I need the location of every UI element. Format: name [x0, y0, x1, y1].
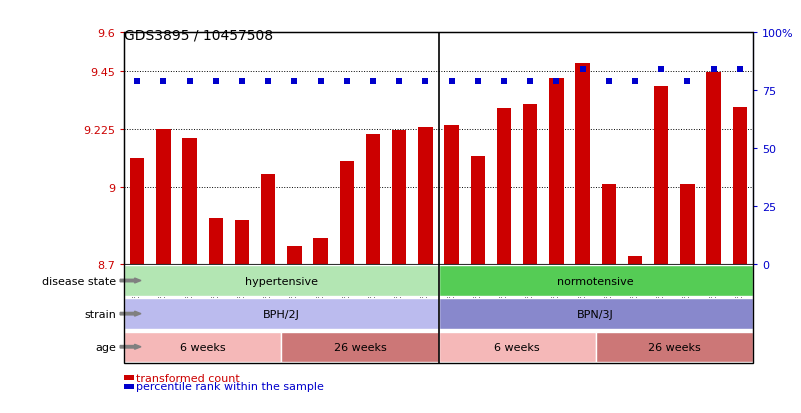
Point	[472, 78, 485, 85]
Text: 6 weeks: 6 weeks	[494, 342, 540, 352]
Point	[157, 78, 170, 85]
Point	[419, 78, 432, 85]
Point	[629, 78, 642, 85]
Text: disease state: disease state	[42, 276, 116, 286]
Text: 26 weeks: 26 weeks	[333, 342, 386, 352]
Point	[734, 67, 747, 74]
Bar	[439, 266, 753, 296]
Bar	[392, 131, 406, 264]
Text: 26 weeks: 26 weeks	[648, 342, 701, 352]
Point	[524, 78, 537, 85]
Point	[392, 78, 405, 85]
Bar	[439, 299, 753, 329]
Point	[340, 78, 353, 85]
Bar	[281, 332, 438, 362]
Point	[183, 78, 196, 85]
Bar	[130, 159, 144, 264]
Point	[497, 78, 510, 85]
Point	[707, 67, 720, 74]
Text: strain: strain	[84, 309, 116, 319]
Text: 6 weeks: 6 weeks	[180, 342, 226, 352]
Point	[288, 78, 301, 85]
Point	[262, 78, 275, 85]
Bar	[628, 256, 642, 264]
Point	[367, 78, 380, 85]
Point	[602, 78, 615, 85]
Point	[131, 78, 143, 85]
Bar	[497, 109, 511, 264]
Point	[209, 78, 222, 85]
Bar	[208, 218, 223, 264]
Bar	[235, 221, 249, 264]
Bar	[471, 157, 485, 264]
Bar	[445, 126, 459, 264]
Bar	[340, 161, 354, 264]
Point	[576, 67, 589, 74]
Bar	[418, 128, 433, 264]
Bar	[523, 105, 537, 264]
Bar	[261, 174, 276, 264]
Bar	[706, 73, 721, 264]
Bar	[313, 239, 328, 264]
Text: normotensive: normotensive	[557, 276, 634, 286]
Bar	[366, 135, 380, 264]
Text: BPH/2J: BPH/2J	[263, 309, 300, 319]
Text: age: age	[95, 342, 116, 352]
Text: hypertensive: hypertensive	[245, 276, 318, 286]
Point	[655, 67, 668, 74]
Point	[235, 78, 248, 85]
Bar	[183, 138, 197, 264]
Bar	[156, 129, 171, 264]
Bar	[124, 266, 438, 296]
Point	[550, 78, 563, 85]
Bar	[549, 79, 564, 264]
Point	[445, 78, 458, 85]
Bar	[288, 246, 302, 264]
Bar	[654, 87, 669, 264]
Text: GDS3895 / 10457508: GDS3895 / 10457508	[124, 29, 273, 43]
Bar	[680, 185, 694, 264]
Bar	[602, 185, 616, 264]
Bar	[596, 332, 753, 362]
Bar	[124, 299, 438, 329]
Bar	[124, 332, 281, 362]
Text: transformed count: transformed count	[136, 373, 240, 383]
Text: percentile rank within the sample: percentile rank within the sample	[136, 381, 324, 391]
Bar	[575, 64, 590, 264]
Point	[681, 78, 694, 85]
Bar	[439, 332, 596, 362]
Point	[314, 78, 327, 85]
Bar	[733, 107, 747, 264]
Text: BPN/3J: BPN/3J	[578, 309, 614, 319]
